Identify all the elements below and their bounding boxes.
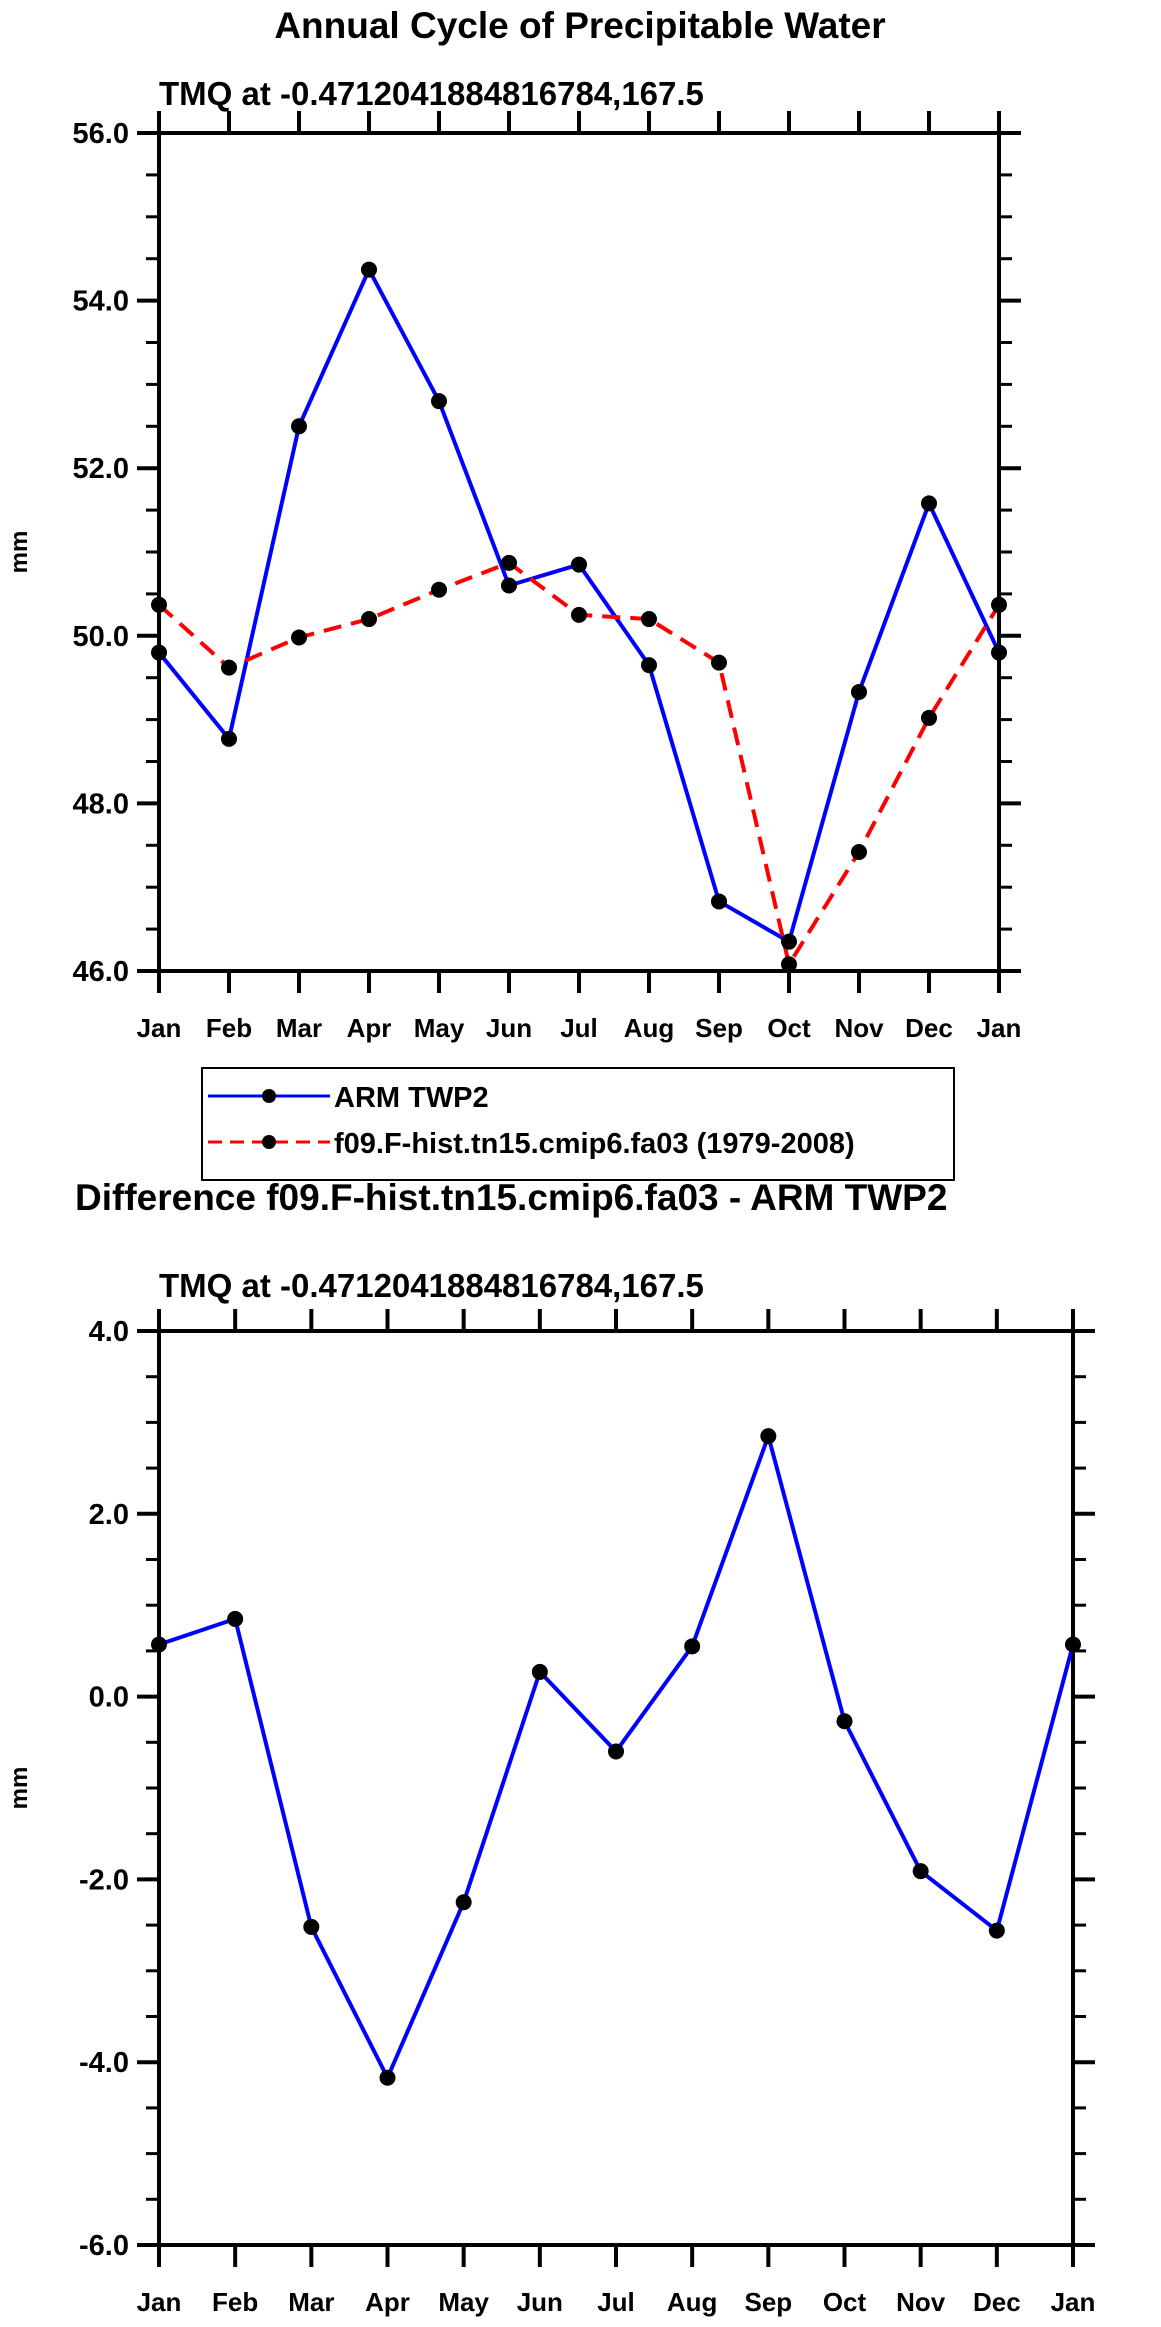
chart1-series-1-point [501, 554, 517, 571]
chart1-series-0-point [781, 933, 797, 950]
legend-label-model: f09.F-hist.tn15.cmip6.fa03 (1979-2008) [334, 1128, 855, 1160]
chart2-series-0-point [608, 1743, 624, 1760]
chart1-series-0-point [641, 657, 657, 674]
chart1-x-tick-label: Oct [767, 1013, 811, 1043]
chart2-series-0-point [1065, 1636, 1081, 1653]
chart1-plot-area: 46.0 48.0 50.0 52.0 54.0 56.0 Jan Feb Mar Apr May J… [73, 111, 1022, 1043]
chart2-y-tick-label: 0.0 [89, 1682, 129, 1714]
chart1-subtitle: TMQ at -0.4712041884816784,167.5 [159, 75, 704, 112]
chart1-series-0-point [921, 495, 937, 512]
chart1-series-1-point [291, 629, 307, 646]
chart1-series-1-point [151, 596, 167, 613]
chart2-series-0-point [227, 1610, 244, 1627]
chart1-x-tick-label: Dec [905, 1013, 953, 1043]
chart1-y-tick-label: 48.0 [73, 788, 129, 820]
chart2-x-tick-label: Dec [973, 2287, 1021, 2317]
chart1-series-1-point [361, 611, 377, 628]
chart1-series-0-point [711, 893, 727, 910]
chart1-x-tick-label: Feb [206, 1013, 252, 1043]
chart2-series-0-point [379, 2069, 396, 2086]
chart2-x-tick-label: Mar [288, 2287, 334, 2317]
legend-marker-arm [262, 1089, 276, 1103]
chart2-series-0-point [531, 1663, 548, 1680]
chart2-y-tick-label: -6.0 [79, 2230, 129, 2262]
legend-box [201, 1067, 955, 1181]
chart2-series-0-point [836, 1713, 853, 1730]
chart2-x-tick-label: Jul [597, 2287, 635, 2317]
chart1-x-tick-label: Nov [834, 1013, 884, 1043]
chart2-x-tick-label: Feb [212, 2287, 258, 2317]
chart1-series-0-point [991, 644, 1007, 661]
chart1-x-tick-label: Apr [347, 1013, 392, 1043]
chart1-series-1-point [921, 709, 937, 726]
chart1-x-tick-label: Jul [560, 1013, 598, 1043]
chart2-series-0-point [455, 1894, 472, 1911]
chart1-series-line-1 [157, 560, 1001, 967]
chart1-x-tick-label: May [414, 1013, 465, 1043]
chart2-series-0-point [151, 1636, 167, 1653]
chart1-series-1-point [851, 844, 867, 861]
chart2-title: Difference f09.F-hist.tn15.cmip6.fa03 - … [75, 1177, 947, 1218]
chart2-x-tick-label: Jun [517, 2287, 563, 2317]
chart1-y-tick-label: 52.0 [73, 453, 129, 485]
chart1-series-1-point [221, 659, 237, 676]
chart2-y-tick-label: 4.0 [89, 1316, 129, 1348]
chart1-series-1-point [571, 606, 587, 623]
chart1-title: Annual Cycle of Precipitable Water [274, 5, 885, 46]
chart2-x-tick-label: Apr [365, 2287, 410, 2317]
chart2-series-0-point [303, 1918, 320, 1935]
chart2-y-tick-label: -4.0 [79, 2047, 129, 2079]
chart1-series-0-point [221, 730, 237, 747]
chart1-series-1-point [711, 654, 727, 671]
chart2-x-tick-label: Nov [896, 2287, 946, 2317]
chart1-ylabel: mm [6, 531, 33, 574]
chart1-y-tick-label: 54.0 [73, 286, 129, 318]
chart2-x-tick-label: May [438, 2287, 489, 2317]
chart2-subtitle: TMQ at -0.4712041884816784,167.5 [159, 1267, 704, 1304]
chart1-series-0-point [851, 683, 867, 700]
legend-label-arm: ARM TWP2 [334, 1082, 489, 1114]
chart1-series-1-point [991, 596, 1007, 613]
chart1-series-0-point [571, 556, 587, 573]
chart2-x-tick-label: Sep [744, 2287, 792, 2317]
chart1-y-tick-label: 56.0 [73, 118, 129, 150]
chart1-series-0-point [291, 418, 307, 435]
chart2-frame [157, 1329, 1075, 2247]
chart2-plot-area: -6.0 -4.0 -2.0 0.0 2.0 4.0 Jan Feb Mar Apr May Jun J… [79, 1309, 1095, 2317]
chart2-x-tick-label: Aug [667, 2287, 718, 2317]
chart1-x-tick-label: Aug [624, 1013, 675, 1043]
chart1-series-1-point [781, 956, 797, 973]
chart1-x-tick-label: Jan [137, 1013, 182, 1043]
chart1-series-line-0 [157, 267, 1001, 944]
chart2-x-tick-label: Jan [137, 2287, 182, 2317]
chart1-series-0-point [361, 261, 377, 278]
chart1-x-tick-label: Sep [695, 1013, 743, 1043]
legend-marker-model [262, 1135, 276, 1149]
chart2-ylabel: mm [6, 1767, 33, 1810]
chart1-series-0-point [151, 644, 167, 661]
chart1-frame [157, 131, 1001, 973]
chart1-series-1-point [431, 581, 447, 598]
legend: ARM TWP2 f09.F-hist.tn15.cmip6.fa03 (197… [201, 1067, 955, 1181]
chart2-series-0-point [912, 1863, 929, 1880]
chart1-x-tick-label: Mar [276, 1013, 322, 1043]
chart1-x-tick-label: Jan [977, 1013, 1022, 1043]
chart1-y-tick-label: 50.0 [73, 621, 129, 653]
chart2-series-0-point [684, 1638, 701, 1655]
chart1-series-0-point [501, 577, 517, 594]
chart1-series-0-point [431, 393, 447, 410]
chart1-y-tick-label: 46.0 [73, 956, 129, 988]
chart2-y-tick-label: -2.0 [79, 1864, 129, 1896]
chart2-y-tick-label: 2.0 [89, 1499, 129, 1531]
chart1-x-tick-label: Jun [486, 1013, 532, 1043]
chart1-series-1-point [641, 611, 657, 628]
chart2-x-tick-label: Oct [823, 2287, 867, 2317]
chart2-x-tick-label: Jan [1051, 2287, 1096, 2317]
chart2-series-0-point [760, 1428, 777, 1445]
chart2-series-0-point [988, 1922, 1005, 1939]
